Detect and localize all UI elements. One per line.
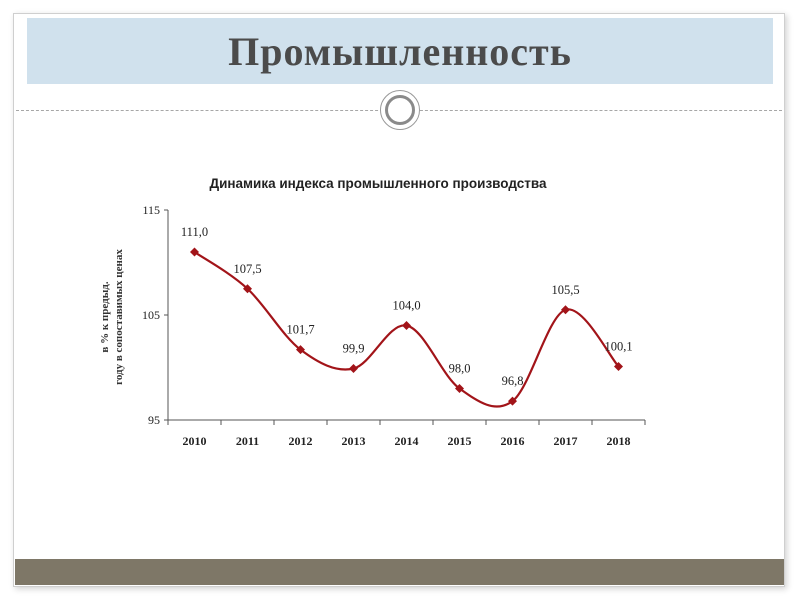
- x-tick-label: 2015: [448, 434, 472, 448]
- data-label: 104,0: [392, 299, 420, 313]
- data-point-marker: [561, 305, 570, 315]
- data-label: 98,0: [449, 362, 471, 376]
- data-label: 99,9: [343, 342, 365, 356]
- data-point-marker: [190, 247, 199, 257]
- title-band: [27, 18, 773, 84]
- y-axis-label-line-1: в % к предыд.: [99, 281, 111, 352]
- slide-title: Промышленность: [228, 28, 572, 74]
- x-tick-label: 2010: [183, 434, 207, 448]
- data-point-marker: [508, 396, 517, 406]
- x-tick-label: 2012: [289, 434, 313, 448]
- data-point-marker: [243, 284, 252, 294]
- footer-bar: [15, 559, 784, 585]
- y-tick-label: 95: [148, 413, 160, 427]
- data-point-marker: [614, 361, 623, 371]
- data-label: 105,5: [551, 283, 579, 297]
- data-label: 101,7: [286, 323, 314, 337]
- data-point-marker: [349, 364, 358, 374]
- y-axis-label-line-2: году в сопоставимых ценах: [113, 249, 125, 385]
- y-tick-label: 115: [142, 203, 160, 217]
- data-label: 111,0: [181, 225, 208, 239]
- x-tick-label: 2018: [607, 434, 631, 448]
- x-tick-label: 2011: [236, 434, 259, 448]
- data-label: 100,1: [604, 339, 632, 353]
- data-label: 96,8: [502, 374, 524, 388]
- data-point-marker: [402, 321, 411, 330]
- data-label: 107,5: [233, 262, 261, 276]
- data-point-marker: [455, 384, 464, 393]
- x-tick-label: 2016: [501, 434, 525, 448]
- x-tick-label: 2013: [342, 434, 366, 448]
- x-tick-label: 2014: [395, 434, 419, 448]
- circle-ornament-icon: [380, 90, 420, 130]
- y-tick-label: 105: [142, 308, 160, 322]
- x-tick-label: 2017: [554, 434, 578, 448]
- chart-title: Динамика индекса промышленного производс…: [209, 176, 547, 191]
- data-point-marker: [296, 345, 305, 355]
